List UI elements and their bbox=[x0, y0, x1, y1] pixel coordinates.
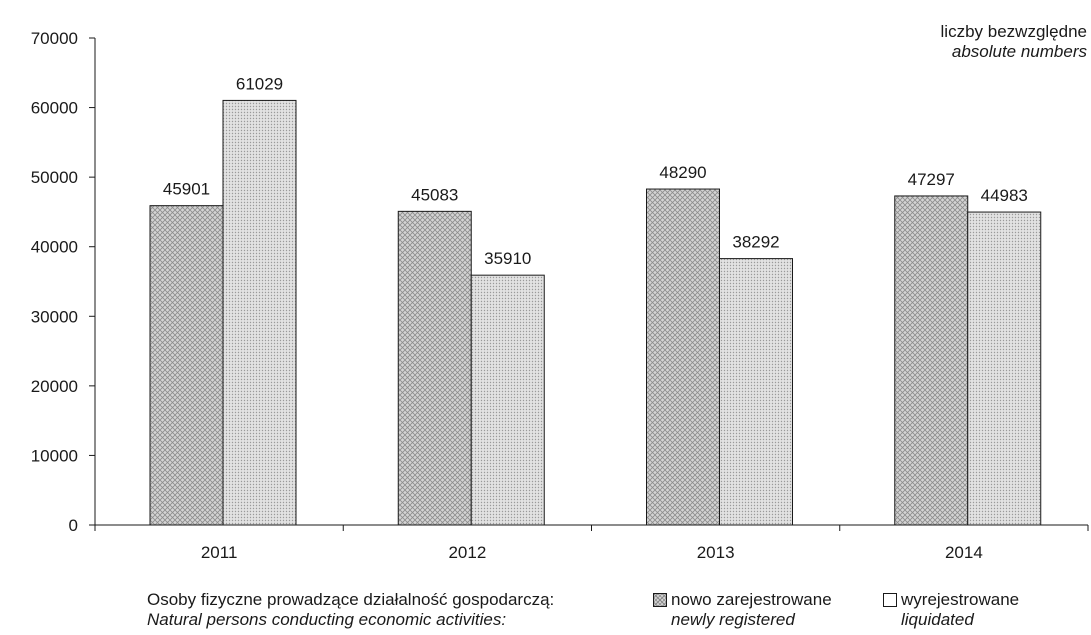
x-tick-label: 2013 bbox=[697, 543, 735, 562]
y-axis: 0 10000 20000 30000 40000 50000 60000 70000 bbox=[31, 29, 96, 535]
legend-item-label-en: newly registered bbox=[671, 610, 795, 629]
legend-item-label-pl: nowo zarejestrowane bbox=[671, 590, 832, 609]
y-tick-label: 0 bbox=[69, 516, 78, 535]
bar-newly-registered bbox=[397, 210, 472, 526]
y-tick-label: 60000 bbox=[31, 99, 78, 118]
unit-label: liczby bezwzględne absolute numbers bbox=[941, 22, 1087, 62]
bar-value-label: 48290 bbox=[659, 163, 706, 182]
data-labels: 45901 45083 48290 47297 61029 35910 38292 44983 bbox=[163, 74, 1028, 268]
bar-value-label: 45901 bbox=[163, 180, 210, 199]
bar-liquidated bbox=[719, 258, 793, 526]
bar-newly-registered bbox=[894, 195, 969, 526]
unit-label-pl: liczby bezwzględne bbox=[940, 22, 1087, 41]
x-axis: 2011 2012 2013 2014 bbox=[94, 524, 1089, 562]
legend-swatch-crosshatch bbox=[653, 593, 667, 607]
legend-item-text: nowo zarejestrowane newly registered bbox=[671, 590, 832, 630]
bar-liquidated bbox=[222, 99, 297, 526]
bar-value-label: 38292 bbox=[732, 233, 779, 252]
unit-label-en: absolute numbers bbox=[951, 42, 1087, 61]
legend-swatch-plain bbox=[883, 593, 897, 607]
bar-newly-registered bbox=[646, 188, 720, 526]
legend-item-newly-registered: nowo zarejestrowane newly registered bbox=[653, 590, 832, 630]
legend-caption-pl: Osoby fizyczne prowadzące działalność go… bbox=[147, 590, 555, 609]
y-tick-label: 50000 bbox=[31, 168, 78, 187]
y-tick-label: 40000 bbox=[31, 238, 78, 257]
y-tick-label: 30000 bbox=[31, 307, 78, 326]
bar-newly-registered bbox=[149, 205, 224, 526]
legend-item-text: wyrejestrowane liquidated bbox=[901, 590, 1019, 630]
legend-item-liquidated: wyrejestrowane liquidated bbox=[883, 590, 1019, 630]
legend-item-label-en: liquidated bbox=[901, 610, 974, 629]
y-tick-label: 10000 bbox=[31, 446, 78, 465]
y-tick-label: 70000 bbox=[31, 29, 78, 48]
bar-liquidated bbox=[967, 211, 1042, 526]
bar-value-label: 35910 bbox=[484, 249, 531, 268]
y-tick-label: 20000 bbox=[31, 377, 78, 396]
bars bbox=[149, 99, 1042, 526]
legend-item-label-pl: wyrejestrowane bbox=[901, 590, 1020, 609]
bar-value-label: 44983 bbox=[981, 186, 1028, 205]
bar-value-label: 47297 bbox=[908, 170, 955, 189]
bar-value-label: 61029 bbox=[236, 74, 283, 93]
x-tick-label: 2014 bbox=[945, 543, 983, 562]
legend-caption: Osoby fizyczne prowadzące działalność go… bbox=[147, 590, 554, 630]
x-tick-label: 2012 bbox=[448, 543, 486, 562]
bar-chart: 0 10000 20000 30000 40000 50000 60000 70000 201… bbox=[31, 29, 1089, 562]
x-tick-label: 2011 bbox=[201, 543, 238, 562]
legend-caption-en: Natural persons conducting economic acti… bbox=[147, 610, 507, 629]
bar-value-label: 45083 bbox=[411, 185, 458, 204]
bar-liquidated bbox=[470, 274, 545, 526]
